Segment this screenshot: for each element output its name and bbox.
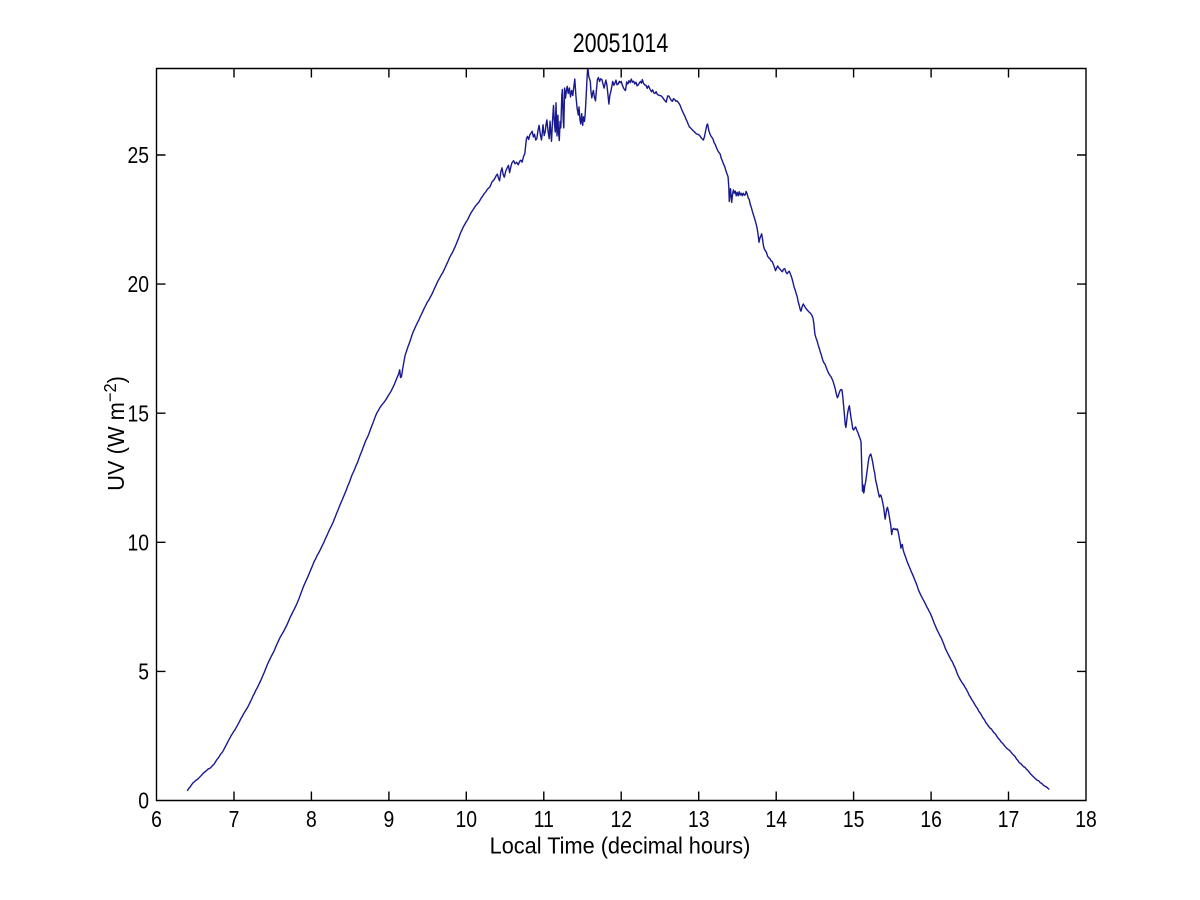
svg-text:10: 10 xyxy=(456,806,478,832)
svg-text:Local Time (decimal hours): Local Time (decimal hours) xyxy=(490,833,751,859)
svg-text:15: 15 xyxy=(127,401,149,427)
svg-text:13: 13 xyxy=(688,806,710,832)
svg-text:9: 9 xyxy=(384,806,395,832)
svg-text:17: 17 xyxy=(998,806,1020,832)
svg-text:5: 5 xyxy=(138,659,149,685)
svg-text:8: 8 xyxy=(306,806,317,832)
svg-text:20051014: 20051014 xyxy=(573,29,669,59)
svg-text:20: 20 xyxy=(127,271,149,297)
svg-text:12: 12 xyxy=(610,806,632,832)
svg-text:14: 14 xyxy=(765,806,787,832)
svg-text:10: 10 xyxy=(127,530,149,556)
svg-text:25: 25 xyxy=(127,142,149,168)
svg-text:16: 16 xyxy=(920,806,942,832)
svg-text:11: 11 xyxy=(534,806,554,832)
svg-text:6: 6 xyxy=(151,806,162,832)
svg-text:7: 7 xyxy=(229,806,240,832)
svg-text:15: 15 xyxy=(843,806,865,832)
svg-text:0: 0 xyxy=(138,788,149,814)
svg-text:18: 18 xyxy=(1075,806,1097,832)
